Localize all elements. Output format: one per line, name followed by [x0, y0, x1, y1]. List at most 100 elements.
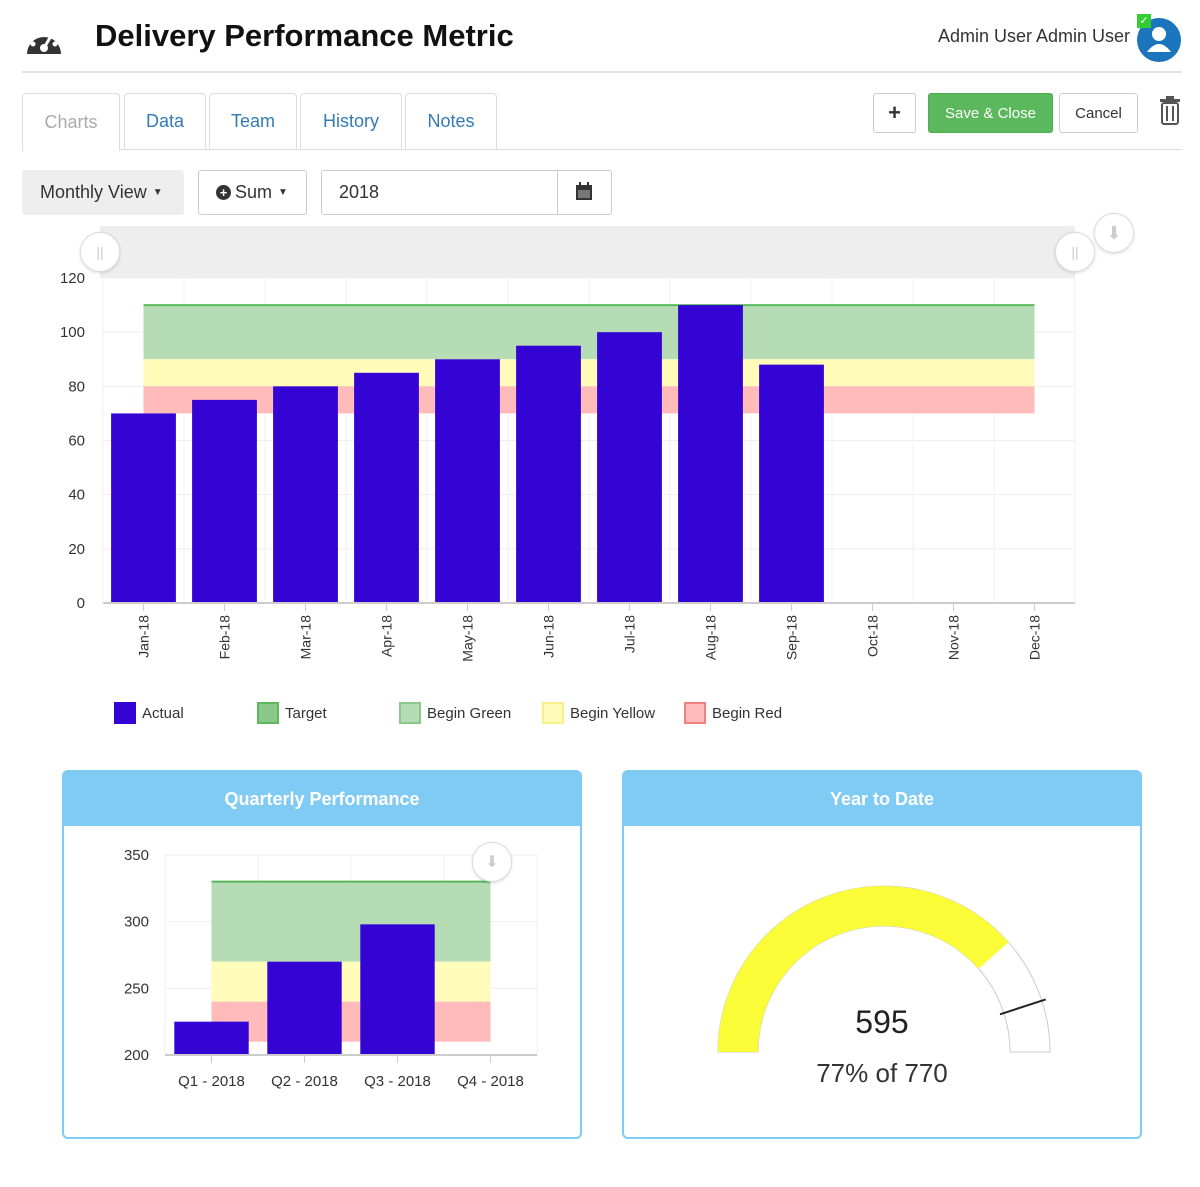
aggregate-dropdown[interactable]: + Sum ▼	[198, 170, 307, 215]
x-tick-label: Feb-18	[217, 615, 233, 660]
x-tick-label: Sep-18	[784, 615, 800, 660]
download-icon[interactable]: ⬇	[472, 842, 512, 882]
y-tick-label: 120	[60, 270, 85, 287]
legend-label: Begin Yellow	[570, 704, 656, 722]
bar-Aug-18	[678, 305, 743, 603]
tab-data[interactable]: Data	[124, 93, 206, 149]
x-tick-label: Dec-18	[1027, 615, 1043, 660]
download-icon[interactable]: ⬇	[1094, 213, 1134, 253]
bar-Mar-18	[273, 386, 338, 603]
tab-charts[interactable]: Charts	[22, 93, 120, 151]
y-tick-label: 0	[77, 595, 85, 612]
cancel-button[interactable]: Cancel	[1059, 93, 1138, 133]
bar-Q3 - 2018	[360, 924, 435, 1055]
y-tick-label: 80	[68, 378, 85, 395]
gauge-subtitle: 77% of 770	[816, 1058, 948, 1088]
legend-swatch	[114, 702, 136, 724]
legend-actual[interactable]: Actual	[114, 702, 184, 724]
ytd-panel: Year to Date 595 77% of 770	[622, 770, 1142, 1139]
legend-target[interactable]: Target	[257, 702, 327, 724]
navigator-right-handle[interactable]: ||	[1055, 232, 1095, 272]
legend-label: Actual	[142, 704, 184, 722]
band-yellow	[211, 961, 491, 1002]
y-tick-label: 250	[124, 980, 149, 997]
tab-team[interactable]: Team	[209, 93, 297, 149]
legend-swatch	[399, 702, 421, 724]
x-tick-label: May-18	[460, 615, 476, 662]
y-tick-label: 200	[124, 1047, 149, 1064]
aggregate-label: Sum	[235, 182, 273, 202]
monthly-chart: 0 20 40 60 80 100 120 Jan-18 Feb-18 Mar-18 Apr-18 M…	[60, 270, 1076, 662]
band-yellow	[143, 359, 1035, 387]
x-tick-label: Q3 - 2018	[364, 1073, 431, 1090]
save-close-button[interactable]: Save & Close	[928, 93, 1053, 133]
legend-begin-red[interactable]: Begin Red	[684, 702, 782, 724]
legend-swatch	[257, 702, 279, 724]
tab-notes[interactable]: Notes	[405, 93, 497, 149]
x-tick-label: Jul-18	[622, 615, 638, 653]
quarterly-panel: Quarterly Performance 200 250 300 350 Q1 - 2…	[62, 770, 582, 1139]
bar-May-18	[435, 359, 500, 603]
user-name[interactable]: Admin User Admin User	[937, 26, 1130, 46]
check-icon: ✓	[1137, 14, 1151, 28]
legend-swatch	[684, 702, 706, 724]
page-title: Delivery Performance Metric	[95, 18, 514, 53]
bar-Jul-18	[597, 332, 662, 603]
gauge-target-marker	[999, 998, 1046, 1016]
gauge-fill	[718, 886, 1009, 1052]
y-tick-label: 100	[60, 324, 85, 341]
x-tick-label: Q1 - 2018	[178, 1073, 245, 1090]
y-tick-label: 40	[68, 487, 85, 504]
view-dropdown[interactable]: Monthly View ▼	[22, 170, 184, 215]
dashboard-gauge-icon	[26, 29, 61, 54]
band-red	[211, 1001, 491, 1042]
user-icon	[1147, 27, 1171, 52]
avatar[interactable]: ✓	[1137, 14, 1181, 62]
bar-Apr-18	[354, 372, 419, 603]
legend-begin-green[interactable]: Begin Green	[399, 702, 511, 724]
tab-history[interactable]: History	[300, 93, 402, 149]
x-tick-label: Apr-18	[379, 615, 395, 657]
legend-swatch	[542, 702, 564, 724]
panel-title: Year to Date	[624, 772, 1140, 826]
bar-Jan-18	[111, 413, 176, 603]
caret-down-icon: ▼	[278, 187, 288, 198]
x-tick-label: Nov-18	[946, 615, 962, 660]
plus-circle-icon: +	[216, 185, 231, 200]
add-button[interactable]: +	[873, 93, 916, 133]
x-tick-label: Oct-18	[865, 615, 881, 657]
y-tick-label: 350	[124, 847, 149, 864]
x-tick-label: Q2 - 2018	[271, 1073, 338, 1090]
caret-down-icon: ▼	[152, 187, 163, 198]
view-label: Monthly View	[40, 182, 147, 202]
bar-Q2 - 2018	[267, 961, 342, 1055]
legend-label: Begin Green	[427, 704, 512, 722]
x-tick-label: Q4 - 2018	[457, 1073, 524, 1090]
panel-title: Quarterly Performance	[64, 772, 580, 826]
tabs-divider	[22, 149, 1182, 150]
bar-Feb-18	[192, 399, 257, 603]
navigator-left-handle[interactable]: ||	[80, 232, 120, 272]
y-tick-label: 20	[68, 541, 85, 558]
x-tick-label: Jun-18	[541, 615, 557, 658]
year-input[interactable]: 2018	[321, 170, 612, 215]
x-tick-label: Aug-18	[703, 615, 719, 660]
legend-label: Begin Red	[712, 704, 783, 722]
year-value: 2018	[339, 182, 380, 202]
band-green	[143, 305, 1035, 360]
band-green	[211, 881, 491, 962]
quarterly-chart: 200 250 300 350 Q1 - 2018 Q2 - 2018 Q3 - 2018 Q…	[124, 847, 538, 1090]
bar-Jun-18	[516, 345, 581, 603]
legend-begin-yellow[interactable]: Begin Yellow	[542, 702, 655, 724]
gauge-value: 595	[855, 1004, 909, 1040]
x-tick-label: Mar-18	[298, 615, 314, 660]
trash-icon[interactable]	[1158, 96, 1182, 126]
legend-label: Target	[285, 704, 327, 722]
x-tick-label: Jan-18	[136, 615, 152, 658]
calendar-icon[interactable]	[575, 181, 593, 201]
bar-Sep-18	[759, 364, 824, 603]
y-tick-label: 300	[124, 914, 149, 931]
ytd-gauge	[717, 885, 1051, 1053]
bar-Q1 - 2018	[174, 1021, 249, 1055]
chart-navigator[interactable]	[100, 226, 1075, 278]
